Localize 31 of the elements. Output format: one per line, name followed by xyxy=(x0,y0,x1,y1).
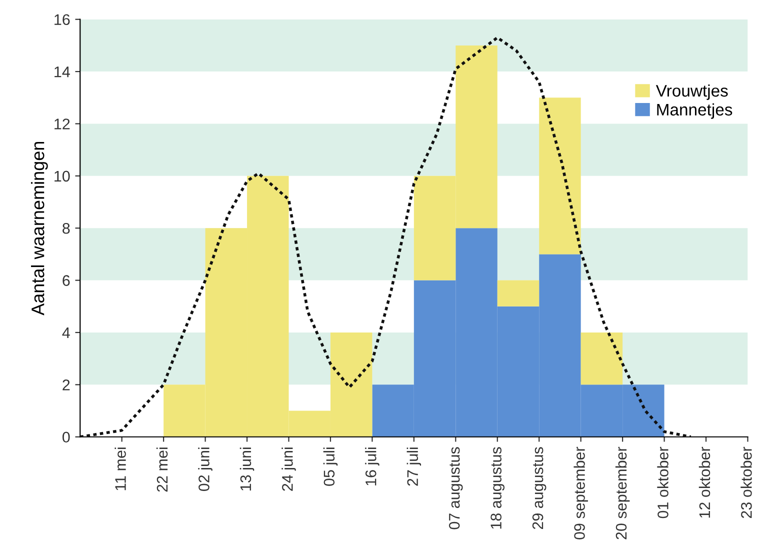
y-tick-label: 12 xyxy=(54,118,70,130)
x-tick-label: 22 mei xyxy=(156,448,168,492)
y-tick-label: 6 xyxy=(62,275,70,286)
x-tick-label: 24 juni xyxy=(282,448,296,491)
y-tick-label: 8 xyxy=(62,222,70,234)
x-tick-label: 12 oktober xyxy=(698,446,710,518)
bar xyxy=(539,98,581,254)
y-tick-label: 2 xyxy=(62,380,70,390)
x-tick-label: 05 juli xyxy=(323,448,338,486)
x-tick-label: 09 september xyxy=(574,446,588,540)
x-tick-label: 20 september xyxy=(615,446,630,540)
y-axis-title: Aantal waarnemingen xyxy=(31,142,48,316)
y-tick-label: 16 xyxy=(54,14,70,26)
legend-label: Mannetjes xyxy=(657,103,732,119)
y-tick-label: 0 xyxy=(62,432,70,443)
y-tick-label: 4 xyxy=(62,328,70,338)
x-tick-label: 07 augustus xyxy=(448,447,463,530)
x-tick-label: 16 juli xyxy=(365,448,380,486)
bar xyxy=(580,332,623,385)
x-tick-label: 23 oktober xyxy=(740,446,752,518)
x-tick-label: 01 oktober xyxy=(657,446,668,518)
legend-label: Vrouwtjes xyxy=(656,84,728,100)
x-tick-label: 11 mei xyxy=(114,448,126,490)
x-tick-label: 02 juni xyxy=(198,448,212,492)
x-tick-label: 18 augustus xyxy=(490,447,504,529)
x-tick-label: 13 juni xyxy=(240,448,254,490)
y-tick-label: 14 xyxy=(54,66,70,78)
y-tick-label: 10 xyxy=(54,170,70,182)
bar xyxy=(497,280,540,306)
x-tick-label: 27 juli xyxy=(406,448,422,486)
x-tick-label: 29 augustus xyxy=(532,447,546,530)
